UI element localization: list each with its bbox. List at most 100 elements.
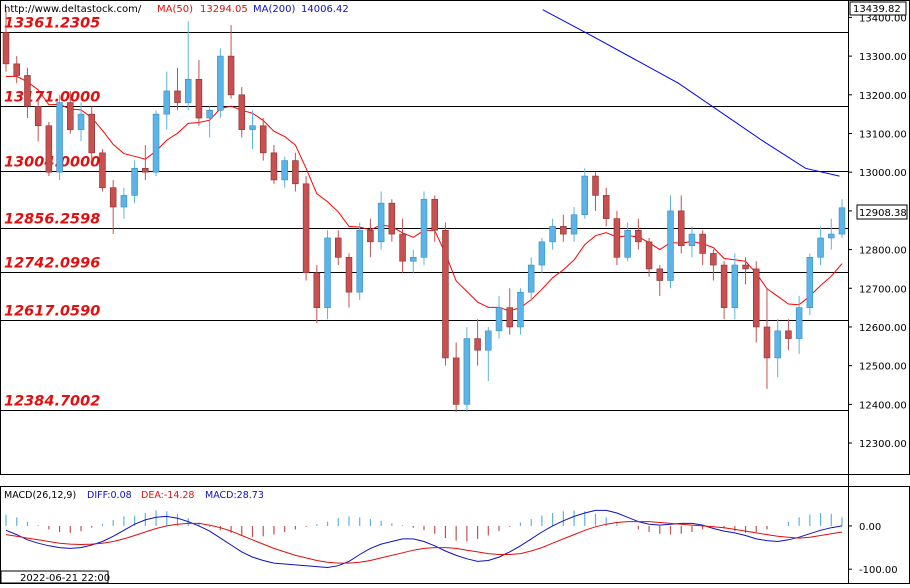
candle-body[interactable] <box>152 113 160 173</box>
candle-body[interactable] <box>345 257 353 293</box>
timestamp-label: 2022-06-21 22:00 <box>20 573 110 584</box>
macd-layer <box>5 509 843 569</box>
candle-body[interactable] <box>828 233 835 239</box>
candle-body[interactable] <box>838 207 846 235</box>
candle-body[interactable] <box>656 268 664 281</box>
candle-body[interactable] <box>753 268 760 328</box>
candle-body[interactable] <box>388 202 396 235</box>
candle-layer[interactable] <box>2 9 846 413</box>
candle-body[interactable] <box>538 241 546 266</box>
candle-body[interactable] <box>13 63 20 76</box>
candle-body[interactable] <box>677 210 685 247</box>
candle-body[interactable] <box>731 264 739 308</box>
level-label: 13171.0000 <box>4 90 100 106</box>
price-tick-label: 12700.00 <box>859 284 907 295</box>
candle-body[interactable] <box>99 152 106 188</box>
candle-body[interactable] <box>474 338 481 351</box>
candle-body[interactable] <box>688 233 696 247</box>
candle-body[interactable] <box>817 237 824 258</box>
candle-body[interactable] <box>667 210 674 281</box>
candle-body[interactable] <box>67 102 74 130</box>
candle-body[interactable] <box>410 257 417 262</box>
candle-body[interactable] <box>302 183 310 274</box>
candle-body[interactable] <box>184 79 192 103</box>
candle-body[interactable] <box>163 90 171 115</box>
candle-body[interactable] <box>742 264 749 270</box>
candle-body[interactable] <box>109 187 117 208</box>
candle-body[interactable] <box>549 226 556 243</box>
macd-diff-line <box>5 509 843 569</box>
candle-body[interactable] <box>174 90 181 103</box>
candle-body[interactable] <box>324 237 331 308</box>
candle-body[interactable] <box>217 55 224 111</box>
candle-body[interactable] <box>785 330 792 339</box>
candle-body[interactable] <box>710 253 717 266</box>
candle-body[interactable] <box>281 160 288 181</box>
candle-body[interactable] <box>635 229 642 243</box>
candle-body[interactable] <box>763 326 771 359</box>
candle-body[interactable] <box>795 307 803 339</box>
price-tick-label: 12600.00 <box>859 323 907 334</box>
header-ma200-value: 14006.42 <box>301 4 349 15</box>
candle-body[interactable] <box>463 338 471 405</box>
candle-body[interactable] <box>560 226 567 235</box>
candle-body[interactable] <box>227 55 235 96</box>
candle-body[interactable] <box>506 307 513 328</box>
candle-body[interactable] <box>442 229 449 359</box>
candle-body[interactable] <box>77 113 85 130</box>
price-tick-label: 13300.00 <box>859 52 907 63</box>
macd-tick-label: 0.00 <box>859 522 881 533</box>
candle-body[interactable] <box>581 175 589 216</box>
candle-body[interactable] <box>452 357 460 405</box>
candle-body[interactable] <box>806 257 814 308</box>
candle-body[interactable] <box>335 237 342 258</box>
candle-body[interactable] <box>592 175 599 196</box>
candle-body[interactable] <box>238 94 246 130</box>
candle-body[interactable] <box>34 106 42 127</box>
candle-body[interactable] <box>259 125 267 154</box>
candle-body[interactable] <box>517 291 524 328</box>
price-tick-label: 13400.00 <box>859 13 907 24</box>
candle-body[interactable] <box>495 307 503 332</box>
candle-body[interactable] <box>56 102 63 173</box>
level-label: 12856.2598 <box>4 212 100 228</box>
candle-body[interactable] <box>142 168 149 173</box>
axis-layer: 12300.00 12400.00 12500.00 12600.00 12700.00… <box>848 13 907 576</box>
candle-body[interactable] <box>377 202 385 243</box>
candle-body[interactable] <box>24 75 31 107</box>
candle-body[interactable] <box>120 195 128 208</box>
candle-body[interactable] <box>313 272 321 308</box>
candle-body[interactable] <box>249 125 256 130</box>
candle-body[interactable] <box>420 198 428 258</box>
candle-body[interactable] <box>527 264 535 293</box>
candle-body[interactable] <box>131 168 138 196</box>
candle-body[interactable] <box>624 229 631 258</box>
candle-body[interactable] <box>570 214 578 235</box>
candle-body[interactable] <box>602 195 610 219</box>
candle-body[interactable] <box>485 330 492 351</box>
price-tick-label: 12500.00 <box>859 362 907 373</box>
candle-body[interactable] <box>720 264 728 308</box>
candle-body[interactable] <box>431 198 438 231</box>
candle-body[interactable] <box>195 79 203 119</box>
ma200-line <box>542 9 840 177</box>
candle-body[interactable] <box>356 229 363 293</box>
candle-body[interactable] <box>699 233 706 254</box>
macd-macd-value: MACD:28.73 <box>205 490 264 501</box>
header-url[interactable]: http://www.deltastock.com/ <box>4 4 142 15</box>
candle-body[interactable] <box>45 125 53 173</box>
candle-body[interactable] <box>645 241 653 270</box>
candle-body[interactable] <box>270 152 278 181</box>
candle-body[interactable] <box>367 229 374 243</box>
candle-body[interactable] <box>613 218 621 258</box>
candle-body[interactable] <box>206 109 213 119</box>
candle-body[interactable] <box>292 160 299 185</box>
candle-body[interactable] <box>774 330 781 359</box>
last-price-label: 12908.38 <box>859 208 907 219</box>
candle-body[interactable] <box>399 233 406 262</box>
candle-body[interactable] <box>88 113 95 154</box>
candle-body[interactable] <box>2 32 10 65</box>
